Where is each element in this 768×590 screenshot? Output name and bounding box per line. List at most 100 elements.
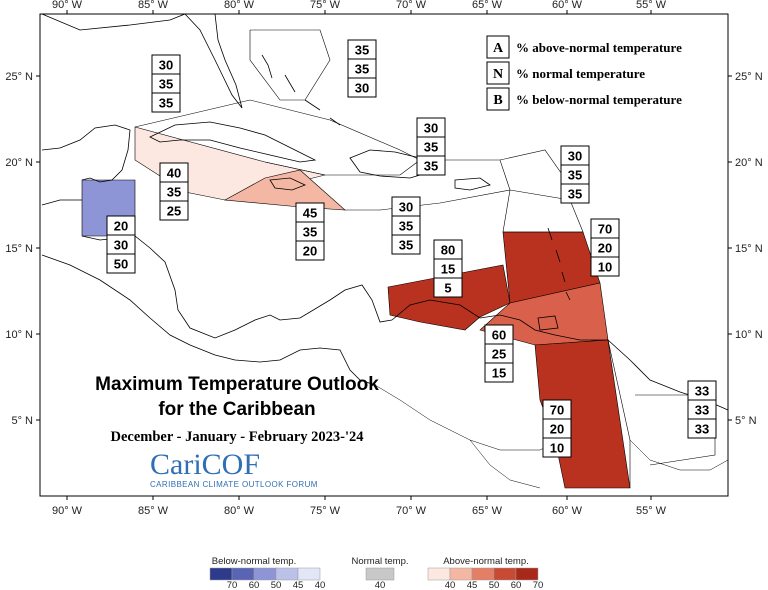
- prob-value-a: 30: [424, 121, 438, 136]
- prob-value-a: 30: [568, 149, 582, 164]
- lat-labels-left: 25° N 20° N 15° N 10° N 5° N: [5, 71, 33, 427]
- lon-label: 55° W: [636, 505, 667, 517]
- prob-value-n: 25: [492, 347, 506, 362]
- prob-value-a: 40: [167, 166, 181, 181]
- lat-label: 15° N: [735, 243, 763, 255]
- prob-cell: [295, 240, 325, 261]
- key-letter-b: B: [493, 93, 502, 108]
- prob-cell: [416, 155, 446, 176]
- prob-cell: [151, 92, 181, 113]
- colorbar-swatch: [493, 567, 517, 581]
- prob-value-a: 30: [159, 58, 173, 73]
- colorbar-above-normal: Above-normal temp. 40 45 50 60 70: [427, 556, 544, 590]
- prob-box-jamaica: 45 35 20: [295, 202, 325, 261]
- prob-cell: [347, 77, 377, 98]
- prob-value-a: 80: [441, 243, 455, 258]
- colorbar-below-normal: Below-normal temp. 70 60 50 45 40: [209, 556, 326, 590]
- prob-value-a: 33: [695, 384, 709, 399]
- prob-value-a: 30: [399, 200, 413, 215]
- prob-value-b: 10: [598, 260, 612, 275]
- colorbar-tick: 60: [249, 580, 260, 590]
- title-line2: for the Caribbean: [158, 399, 315, 420]
- key-box-n: [486, 61, 510, 85]
- prob-value-a: 60: [492, 328, 506, 343]
- prob-cell: [560, 183, 590, 204]
- prob-value-b: 15: [492, 366, 506, 381]
- prob-value-a: 70: [550, 403, 564, 418]
- prob-box-northern-leewards: 30 35 35: [560, 145, 590, 204]
- colorbar-swatch: [231, 567, 255, 581]
- title-period: December - January - February 2023-'24: [110, 429, 363, 445]
- colorbar-tick: 40: [315, 580, 326, 590]
- prob-value-b: 50: [114, 257, 128, 272]
- lat-label: 15° N: [5, 243, 33, 255]
- prob-value-a: 70: [598, 222, 612, 237]
- key-letter-a: A: [493, 41, 504, 56]
- lon-label: 90° W: [52, 0, 83, 11]
- key-text-b: % below-normal temperature: [516, 92, 682, 107]
- prob-box-cuba: 30 35 35: [151, 54, 181, 113]
- caricof-logo: CariCOF CARIBBEAN CLIMATE OUTLOOK FORUM: [150, 448, 317, 489]
- colorbar-normal: Normal temp. 40: [351, 556, 408, 590]
- key-letter-n: N: [493, 67, 503, 82]
- prob-value-a: 45: [303, 206, 317, 221]
- lon-label: 85° W: [138, 0, 169, 11]
- key-box-a: [486, 35, 510, 59]
- prob-cell: [433, 277, 463, 298]
- colorbar-tick: 70: [227, 580, 238, 590]
- colorbar-tick: 70: [533, 580, 544, 590]
- prob-value-b: 10: [550, 441, 564, 456]
- prob-value-b: 30: [355, 81, 369, 96]
- prob-box-cayman-western-caribbean: 40 35 25: [159, 162, 189, 221]
- colorbar-swatch: [297, 567, 321, 581]
- prob-value-n: 35: [303, 225, 317, 240]
- prob-value-a: 35: [355, 43, 369, 58]
- lon-label: 90° W: [52, 505, 83, 517]
- lat-label: 10° N: [735, 329, 763, 341]
- colorbar-swatch: [209, 567, 233, 581]
- prob-box-bahamas: 35 35 30: [347, 39, 377, 98]
- lat-label: 25° N: [5, 71, 33, 83]
- lon-label: 70° W: [396, 505, 427, 517]
- prob-cell: [590, 256, 620, 277]
- prob-box-abc-islands-venezuela-coast: 80 15 5: [433, 239, 463, 298]
- lon-label: 65° W: [472, 505, 503, 517]
- prob-cell: [484, 362, 514, 383]
- colorbar-title: Above-normal temp.: [443, 556, 529, 567]
- prob-box-hispaniola-north: 30 35 35: [416, 117, 446, 176]
- prob-value-n: 30: [114, 238, 128, 253]
- prob-cell: [687, 418, 717, 439]
- region-jamaica: [223, 169, 346, 211]
- colorbar-swatch: [275, 567, 299, 581]
- lon-label: 80° W: [224, 505, 255, 517]
- prob-value-n: 35: [424, 140, 438, 155]
- prob-value-b: 33: [695, 422, 709, 437]
- prob-value-b: 35: [399, 238, 413, 253]
- lon-label: 85° W: [138, 505, 169, 517]
- colorbar-title: Below-normal temp.: [212, 556, 296, 567]
- colorbar-tick: 40: [445, 580, 456, 590]
- lon-label: 80° W: [224, 0, 255, 11]
- colorbar-title: Normal temp.: [351, 556, 408, 567]
- prob-box-trinidad-tobago: 60 25 15: [484, 324, 514, 383]
- colorbar-swatch: [471, 567, 495, 581]
- colorbar-tick: 50: [489, 580, 500, 590]
- colorbar-tick: 40: [375, 580, 386, 590]
- prob-value-a: 20: [114, 219, 128, 234]
- prob-cell: [106, 253, 136, 274]
- prob-value-n: 35: [355, 62, 369, 77]
- prob-value-n: 33: [695, 403, 709, 418]
- prob-value-n: 35: [167, 185, 181, 200]
- lon-label: 60° W: [552, 505, 583, 517]
- lon-label: 65° W: [472, 0, 503, 11]
- lat-label: 25° N: [735, 71, 763, 83]
- colorbar-swatch: [515, 567, 539, 581]
- colorbar-tick: 50: [271, 580, 282, 590]
- prob-box-hispaniola-puerto-rico: 30 35 35: [391, 196, 421, 255]
- lat-label: 5° N: [11, 415, 33, 427]
- colorbar-swatch: [427, 567, 451, 581]
- prob-value-n: 35: [568, 168, 582, 183]
